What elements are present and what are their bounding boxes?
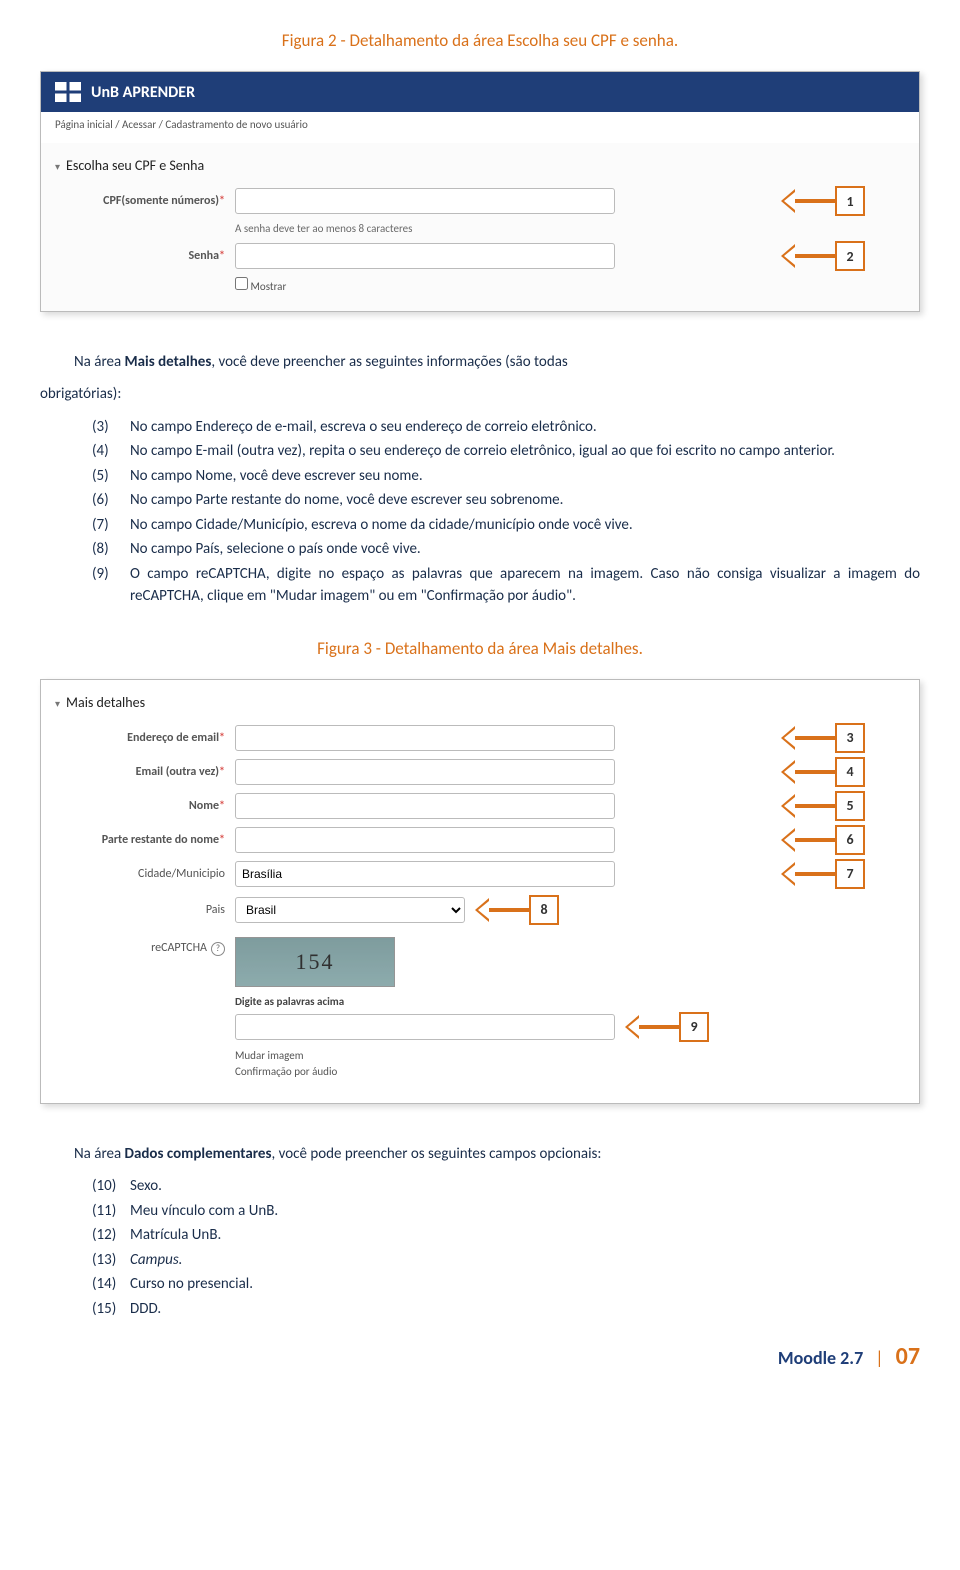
callout-1-box: 1	[835, 186, 865, 216]
paragraph-2: Na área Dados complementares, você pode …	[40, 1144, 920, 1166]
email2-label: Email (outra vez)	[136, 765, 219, 779]
help-icon[interactable]: ?	[211, 942, 225, 956]
nome-label: Nome	[189, 799, 219, 813]
item-num: (12)	[92, 1224, 130, 1247]
para1-rest: , você deve preencher as seguintes infor…	[211, 353, 567, 371]
callout-2-box: 2	[835, 241, 865, 271]
cpf-row: CPF(somente números)* 1	[55, 184, 905, 218]
para2-rest: , você pode preencher os seguintes campo…	[271, 1145, 601, 1163]
numbered-list-2: (10)Sexo. (11)Meu vínculo com a UnB. (12…	[40, 1175, 920, 1320]
item-num: (3)	[92, 416, 130, 439]
item-text: Campus.	[130, 1249, 920, 1272]
callout-5: 5	[781, 791, 865, 821]
required-marker: *	[219, 249, 225, 263]
item-text: No campo País, selecione o país onde voc…	[130, 538, 920, 561]
password-hint: A senha deve ter ao menos 8 caracteres	[235, 218, 905, 239]
callout-2: 2	[781, 241, 865, 271]
item-num: (5)	[92, 465, 130, 488]
item-num: (4)	[92, 440, 130, 463]
senha-input[interactable]	[235, 243, 615, 269]
item-num: (8)	[92, 538, 130, 561]
captcha-change-image-link[interactable]: Mudar imagem	[235, 1048, 905, 1065]
figure2-screenshot: UnB APRENDER Página inicial / Acessar / …	[40, 71, 920, 312]
item-text: Sexo.	[130, 1175, 920, 1198]
captcha-input[interactable]	[235, 1014, 615, 1040]
item-num: (15)	[92, 1298, 130, 1321]
item-num: (13)	[92, 1249, 130, 1272]
item-text: No campo E-mail (outra vez), repita o se…	[130, 440, 920, 463]
item-text: No campo Endereço de e-mail, escreva o s…	[130, 416, 920, 439]
item-text: No campo Nome, você deve escrever seu no…	[130, 465, 920, 488]
page-footer: Moodle 2.7 | 07	[40, 1322, 920, 1381]
nome-input[interactable]	[235, 793, 615, 819]
mostrar-label: Mostrar	[251, 280, 287, 293]
footer-page-number: 07	[896, 1342, 920, 1371]
section-title[interactable]: Escolha seu CPF e Senha	[55, 151, 905, 184]
app-header: UnB APRENDER	[41, 72, 919, 112]
callout-3: 3	[781, 723, 865, 753]
para1-line2: obrigatórias):	[40, 384, 920, 406]
required-marker: *	[219, 194, 225, 208]
captcha-instruction: Digite as palavras acima	[235, 995, 905, 1008]
parte-label: Parte restante do nome	[102, 833, 219, 847]
item-num: (9)	[92, 563, 130, 608]
item-text: No campo Parte restante do nome, você de…	[130, 489, 920, 512]
numbered-list-1: (3)No campo Endereço de e-mail, escreva …	[40, 416, 920, 608]
item-num: (6)	[92, 489, 130, 512]
callout-1: 1	[781, 186, 865, 216]
callout-4: 4	[781, 757, 865, 787]
item-num: (7)	[92, 514, 130, 537]
recaptcha-label: reCAPTCHA	[151, 941, 207, 955]
header-brand: UnB APRENDER	[91, 83, 195, 102]
item-text: Curso no presencial.	[130, 1273, 920, 1296]
paragraph-1: Na área Mais detalhes, você deve preench…	[40, 352, 920, 406]
unb-logo-icon	[55, 82, 81, 102]
section2-title[interactable]: Mais detalhes	[55, 688, 905, 721]
para2-lead: Na área	[74, 1145, 125, 1163]
pais-select[interactable]: Brasil	[235, 897, 465, 923]
parte-input[interactable]	[235, 827, 615, 853]
item-num: (14)	[92, 1273, 130, 1296]
item-num: (11)	[92, 1200, 130, 1223]
callout-7: 7	[781, 859, 865, 889]
breadcrumb: Página inicial / Acessar / Cadastramento…	[41, 112, 919, 143]
item-text: Matrícula UnB.	[130, 1224, 920, 1247]
para1-lead: Na área	[74, 353, 125, 371]
callout-6: 6	[781, 825, 865, 855]
senha-label: Senha	[189, 249, 220, 263]
email2-input[interactable]	[235, 759, 615, 785]
email-label: Endereço de email	[127, 731, 219, 745]
senha-row: Senha* 2	[55, 239, 905, 273]
callout-9: 9	[625, 1012, 709, 1042]
figure2-caption: Figura 2 - Detalhamento da área Escolha …	[40, 30, 920, 51]
item-text: O campo reCAPTCHA, digite no espaço as p…	[130, 563, 920, 608]
mostrar-row: Mostrar	[235, 273, 905, 293]
figure3-screenshot: Mais detalhes Endereço de email* 3 Email…	[40, 679, 920, 1104]
para1-bold: Mais detalhes	[125, 353, 212, 371]
cpf-label: CPF(somente números)	[103, 194, 219, 208]
item-num: (10)	[92, 1175, 130, 1198]
email-input[interactable]	[235, 725, 615, 751]
cidade-input[interactable]	[235, 861, 615, 887]
captcha-audio-link[interactable]: Confirmação por áudio	[235, 1064, 905, 1081]
footer-separator: |	[875, 1347, 883, 1369]
pais-label: Pais	[206, 903, 225, 917]
para2-bold: Dados complementares	[125, 1145, 272, 1163]
item-text: No campo Cidade/Município, escreva o nom…	[130, 514, 920, 537]
figure3-caption: Figura 3 - Detalhamento da área Mais det…	[40, 638, 920, 659]
mostrar-checkbox[interactable]	[235, 277, 248, 290]
callout-8: 8	[475, 895, 559, 925]
cpf-input[interactable]	[235, 188, 615, 214]
cidade-label: Cidade/Municipio	[138, 867, 225, 881]
captcha-image: 154	[235, 937, 395, 987]
item-text: Meu vínculo com a UnB.	[130, 1200, 920, 1223]
footer-product: Moodle 2.7	[778, 1347, 863, 1369]
item-text: DDD.	[130, 1298, 920, 1321]
